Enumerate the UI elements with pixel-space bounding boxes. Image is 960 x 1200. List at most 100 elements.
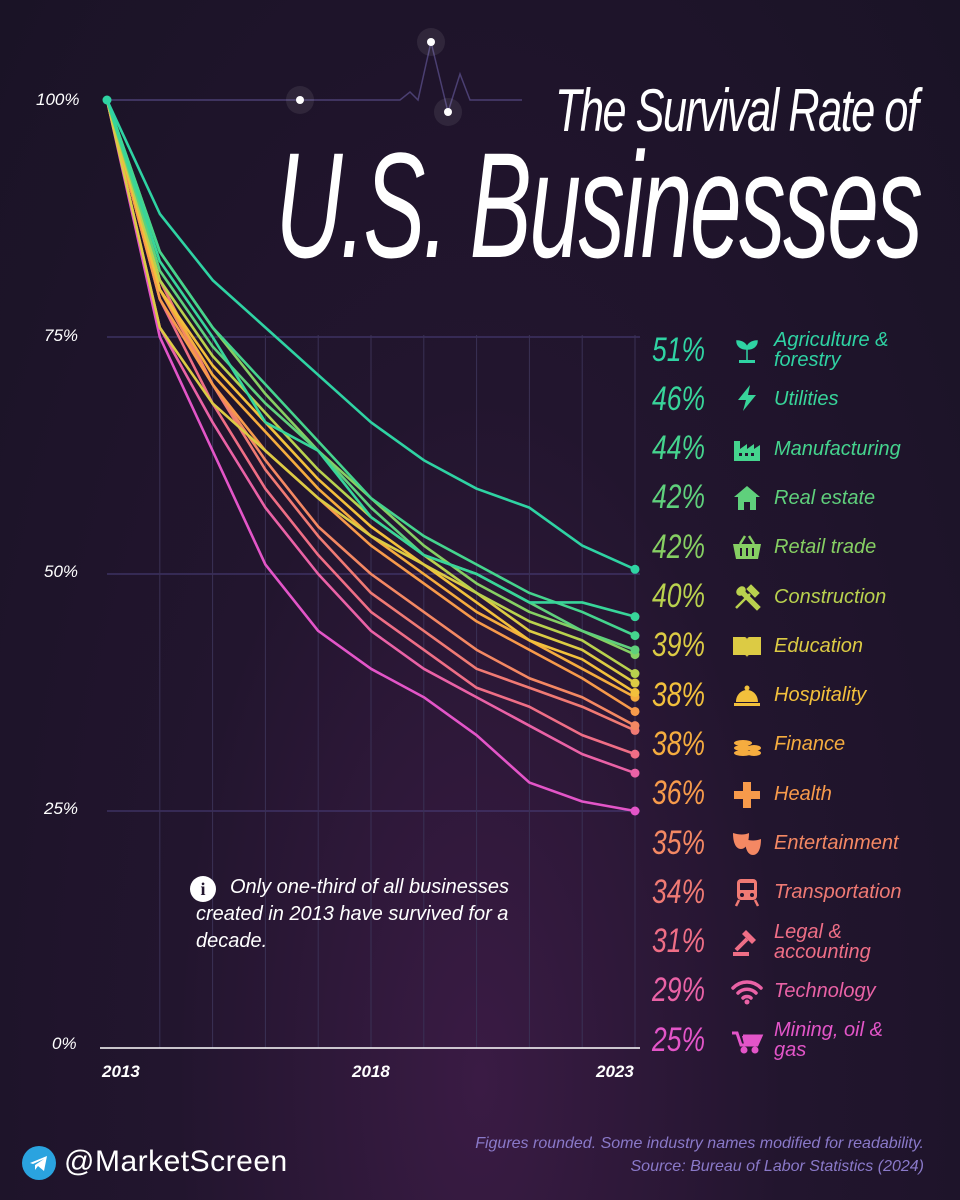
series-line bbox=[105, 99, 636, 713]
legend-item: 51% Agriculture & forestry bbox=[652, 330, 894, 370]
bell-icon bbox=[730, 680, 764, 710]
legend-item: 35% Entertainment bbox=[652, 823, 899, 863]
title-spark-line bbox=[108, 41, 522, 115]
telegram-icon bbox=[22, 1146, 56, 1180]
series-end-point bbox=[630, 564, 640, 574]
gavel-icon bbox=[730, 927, 764, 957]
legend-percent-label: 25% bbox=[652, 1020, 706, 1059]
legend-percent-label: 38% bbox=[652, 675, 706, 714]
series-end-point bbox=[630, 612, 640, 622]
wheelbarrow-icon bbox=[730, 1025, 764, 1055]
series-line bbox=[105, 99, 636, 732]
x-tick-label: 2023 bbox=[596, 1062, 634, 1081]
footer-note-line1: Figures rounded. Some industry names mod… bbox=[475, 1135, 924, 1152]
series-end-point bbox=[630, 768, 640, 778]
x-tick-label: 2018 bbox=[352, 1062, 390, 1081]
legend-series-name: Utilities bbox=[774, 388, 839, 411]
series-end-point bbox=[630, 669, 640, 679]
legend-series-name: Retail trade bbox=[774, 536, 877, 559]
y-tick-label: 75% bbox=[44, 326, 79, 345]
star bbox=[444, 108, 452, 116]
footer-note-line2: Source: Bureau of Labor Statistics (2024… bbox=[630, 1158, 925, 1175]
series-line bbox=[105, 99, 636, 813]
legend-item: 39% Education bbox=[652, 626, 863, 666]
y-tick-label: 50% bbox=[44, 562, 79, 581]
chart-title-line2: U.S. Businesses bbox=[274, 121, 923, 289]
x-tick-label: 2013 bbox=[102, 1062, 140, 1081]
legend-percent-label: 38% bbox=[652, 724, 706, 763]
legend-series-name: Health bbox=[774, 782, 832, 805]
info-icon: i bbox=[190, 876, 216, 902]
series-line bbox=[105, 99, 636, 637]
legend-item: 31% Legal & accounting bbox=[652, 922, 894, 962]
series-end-point bbox=[630, 749, 640, 759]
book-icon bbox=[730, 631, 764, 661]
legend-series-name: Agriculture & forestry bbox=[774, 329, 889, 371]
y-tick-label: 100% bbox=[36, 90, 80, 109]
series-line bbox=[105, 99, 636, 652]
series-line bbox=[105, 99, 636, 685]
legend-percent-label: 42% bbox=[652, 527, 706, 566]
legend-item: 38% Hospitality bbox=[652, 675, 866, 715]
legend-percent-label: 46% bbox=[652, 379, 706, 418]
legend-series-name: Entertainment bbox=[774, 832, 899, 854]
sprout-icon bbox=[730, 335, 764, 365]
series-end-point bbox=[630, 806, 640, 816]
legend-percent-label: 39% bbox=[652, 626, 706, 665]
legend-series-name: Real estate bbox=[774, 486, 876, 509]
wifi-icon bbox=[730, 976, 764, 1006]
series-line bbox=[105, 99, 636, 727]
star bbox=[427, 38, 435, 46]
legend-series-name: Technology bbox=[774, 979, 876, 1002]
legend-item: 34% Transportation bbox=[652, 872, 901, 912]
legend-item: 42% Retail trade bbox=[652, 527, 876, 567]
series-end-point bbox=[630, 645, 640, 655]
coins-icon bbox=[730, 729, 764, 759]
series-end-point bbox=[630, 688, 640, 697]
train-icon bbox=[730, 877, 764, 907]
series-end-point bbox=[630, 678, 640, 688]
series-end-point bbox=[630, 721, 640, 731]
factory-icon bbox=[730, 434, 764, 464]
lightning-icon bbox=[730, 384, 764, 414]
y-tick-label: 0% bbox=[52, 1034, 77, 1053]
legend-percent-label: 34% bbox=[652, 872, 706, 911]
series-line bbox=[105, 99, 636, 694]
legend-series-name: Mining, oil & gas bbox=[774, 1019, 883, 1062]
series-start-point bbox=[102, 95, 112, 105]
house-icon bbox=[730, 483, 764, 513]
legend-series-name: Manufacturing bbox=[774, 437, 901, 460]
legend-percent-label: 42% bbox=[652, 478, 706, 517]
series-end-point bbox=[630, 706, 640, 716]
legend-item: 38% Finance bbox=[652, 724, 845, 764]
plus-icon bbox=[730, 779, 764, 809]
legend-series-name: Transportation bbox=[774, 881, 902, 904]
legend-item: 29% Technology bbox=[652, 971, 876, 1011]
legend-item: 42% Real estate bbox=[652, 478, 875, 518]
legend-item: 40% Construction bbox=[652, 577, 886, 617]
series-end-point bbox=[630, 631, 640, 641]
legend-percent-label: 44% bbox=[652, 429, 706, 468]
legend-percent-label: 40% bbox=[652, 577, 706, 615]
legend-series-name: Finance bbox=[774, 733, 846, 756]
legend-item: 36% Health bbox=[652, 774, 832, 814]
legend-item: 44% Manufacturing bbox=[652, 429, 901, 469]
footer-source: Figures rounded. Some industry names mod… bbox=[475, 1132, 924, 1178]
footer-handle: @MarketScreen bbox=[64, 1145, 288, 1178]
series-line bbox=[105, 99, 636, 618]
series-line bbox=[105, 99, 636, 775]
legend-item: 25% Mining, oil & gas bbox=[652, 1020, 894, 1060]
legend-series-name: Education bbox=[774, 634, 863, 657]
legend-item: 46% Utilities bbox=[652, 379, 838, 419]
series-line bbox=[105, 99, 636, 756]
annotation-note: Only one-third of all businesses created… bbox=[196, 876, 510, 952]
star bbox=[296, 96, 304, 104]
legend-percent-label: 31% bbox=[652, 922, 706, 961]
tools-icon bbox=[730, 582, 764, 612]
y-tick-label: 25% bbox=[44, 799, 79, 818]
chart-title-line1: The Survival Rate of bbox=[555, 77, 919, 144]
legend-series-name: Construction bbox=[774, 585, 887, 608]
basket-icon bbox=[730, 532, 764, 562]
legend-percent-label: 35% bbox=[652, 823, 706, 862]
